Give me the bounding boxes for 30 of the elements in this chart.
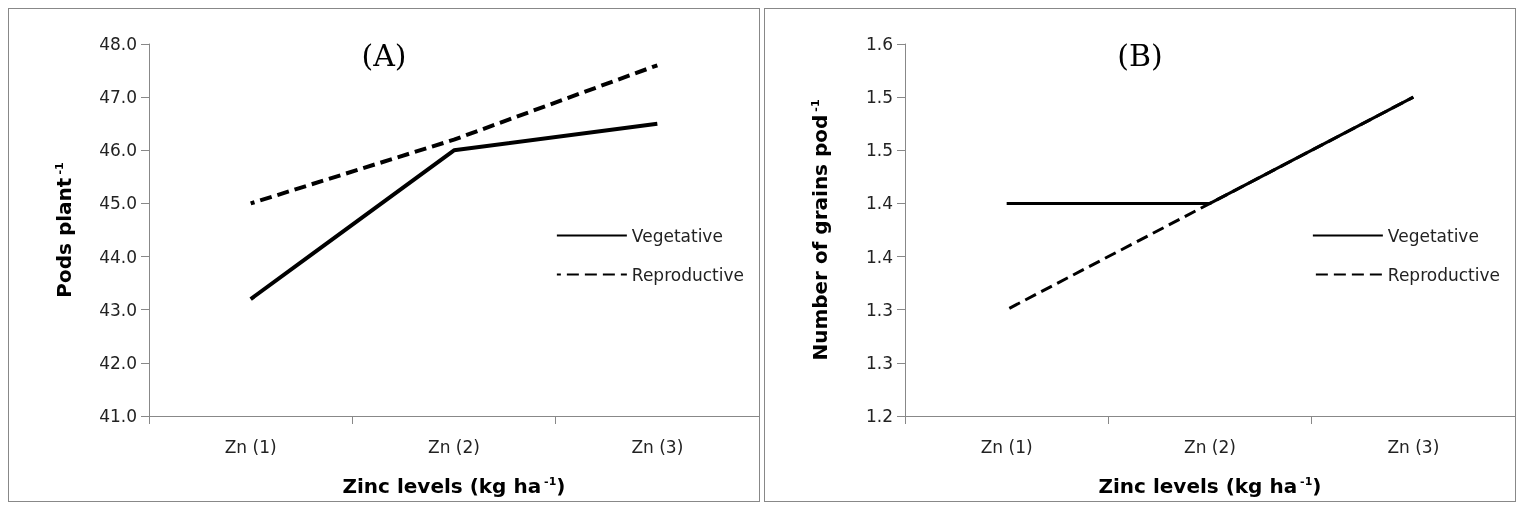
y-tick-label: 43.0 bbox=[99, 299, 137, 320]
chart-title: (A) bbox=[361, 37, 407, 73]
y-axis-title: Number of grains pod-1 bbox=[808, 99, 832, 361]
y-tick-label: 48.0 bbox=[99, 34, 137, 54]
y-tick-label: 41.0 bbox=[99, 406, 137, 426]
y-tick-label: 1.4 bbox=[865, 193, 893, 214]
y-tick-label: 47.0 bbox=[99, 87, 137, 108]
legend-label: Reproductive bbox=[1387, 264, 1501, 285]
legend-label: Vegetative bbox=[1387, 225, 1479, 246]
y-tick-label: 46.0 bbox=[99, 140, 137, 161]
x-tick-label: Zn (3) bbox=[1387, 436, 1440, 457]
y-tick-label: 1.5 bbox=[865, 140, 893, 161]
legend-label: Reproductive bbox=[631, 264, 745, 285]
y-axis-title: Pods plant-1 bbox=[52, 162, 76, 298]
y-tick-label: 1.2 bbox=[865, 406, 893, 426]
x-tick-label: Zn (2) bbox=[428, 436, 480, 457]
y-tick-label: 1.4 bbox=[865, 246, 893, 267]
x-tick-label: Zn (1) bbox=[224, 436, 277, 457]
y-tick-label: 42.0 bbox=[99, 352, 137, 373]
y-tick-label: 1.6 bbox=[865, 34, 893, 54]
legend-label: Vegetative bbox=[631, 225, 723, 246]
y-tick-label: 1.5 bbox=[865, 87, 893, 108]
y-tick-label: 1.3 bbox=[865, 299, 893, 320]
chart-title: (B) bbox=[1117, 37, 1163, 73]
x-tick-label: Zn (1) bbox=[980, 436, 1033, 457]
y-tick-label: 1.3 bbox=[865, 352, 893, 373]
y-tick-label: 45.0 bbox=[99, 193, 137, 214]
x-tick-label: Zn (2) bbox=[1184, 436, 1236, 457]
y-tick-label: 44.0 bbox=[99, 246, 137, 267]
x-tick-label: Zn (3) bbox=[631, 436, 684, 457]
